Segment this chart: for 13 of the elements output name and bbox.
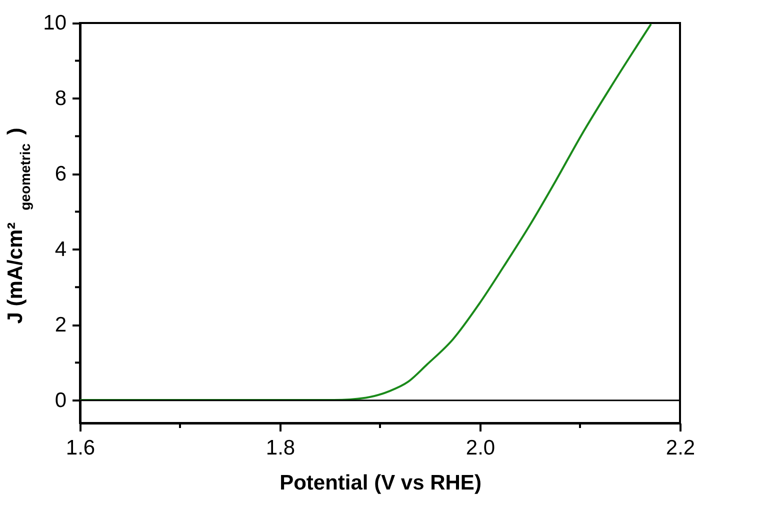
y-tick-label: 0: [54, 388, 66, 412]
y-tick-label: 8: [54, 86, 66, 110]
y-tick-label: 4: [54, 238, 67, 261]
x-axis-title: Potential (V vs RHE): [280, 472, 482, 494]
x-tick-label: 1.6: [66, 436, 96, 460]
y-tick-label: 6: [54, 162, 66, 186]
x-tick-label: 2.0: [466, 436, 496, 460]
x-tick-label: 2.2: [666, 436, 696, 460]
x-tick-label: 1.8: [266, 436, 296, 460]
y-axis-title: J (mA/cm²geometric): [4, 128, 33, 324]
y-tick-label: 10: [43, 12, 66, 34]
y-tick-label: 2: [54, 313, 66, 336]
line-series: [79, 23, 652, 401]
